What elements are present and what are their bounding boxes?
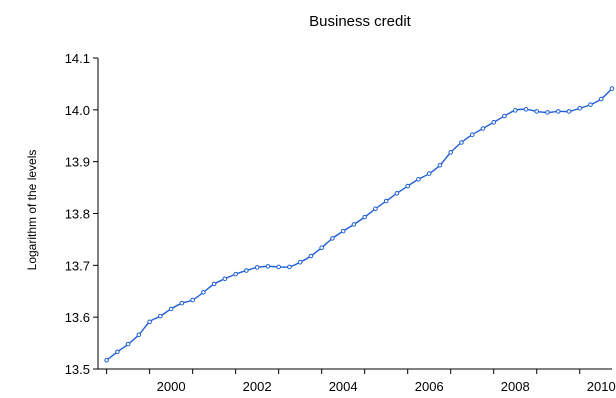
data-point: [383, 198, 389, 204]
axes: [97, 58, 612, 370]
data-point: [319, 245, 324, 251]
x-tick-label: 2002: [243, 379, 272, 394]
data-point: [351, 222, 357, 227]
data-point: [512, 108, 518, 113]
data-point: [523, 107, 529, 112]
y-tick-label: 13.8: [65, 207, 90, 222]
data-point: [308, 253, 314, 259]
data-point: [577, 105, 583, 111]
data-point: [566, 109, 572, 114]
data-point: [233, 271, 238, 277]
data-point: [276, 264, 281, 270]
data-point: [104, 357, 109, 363]
data-point: [147, 319, 152, 325]
data-point: [491, 119, 497, 125]
chart-title: Business credit: [309, 13, 412, 30]
data-point: [362, 214, 367, 220]
data-point: [545, 110, 550, 115]
data-point: [588, 102, 593, 107]
data-point: [211, 281, 217, 287]
data-point: [297, 259, 303, 265]
y-tick-label: 13.9: [65, 155, 90, 170]
data-point: [609, 86, 615, 91]
data-point: [244, 268, 249, 273]
x-tick-label: 2010: [587, 379, 616, 394]
data-point: [448, 150, 454, 155]
y-tick-label: 14.1: [65, 51, 90, 66]
data-point: [534, 109, 540, 114]
data-point: [201, 289, 206, 295]
data-point: [287, 264, 292, 270]
y-tick-label: 13.6: [65, 310, 90, 325]
data-point: [115, 349, 120, 355]
data-point: [158, 313, 163, 319]
x-tick-label: 2008: [501, 379, 530, 394]
series-line: [106, 88, 613, 361]
y-tick-label: 13.7: [65, 258, 90, 273]
data-point: [330, 236, 335, 241]
x-tick-label: 2006: [415, 379, 444, 394]
x-tick-label: 2000: [157, 379, 186, 394]
data-point: [502, 113, 507, 119]
y-axis-label: Logarithm of the levels: [25, 150, 39, 271]
data-point: [437, 162, 443, 168]
data-point: [373, 206, 378, 212]
y-tick-label: 13.5: [65, 362, 90, 377]
data-point: [394, 190, 400, 196]
data-point: [598, 96, 604, 102]
data-point: [190, 297, 195, 303]
series-group: [104, 86, 615, 363]
tick-group: 13.5 13.6 13.7 13.8 13.9 14.0 14.1 2000 2002 2004…: [65, 51, 616, 394]
data-point: [265, 264, 271, 269]
data-point: [179, 300, 185, 306]
data-point: [254, 265, 260, 270]
data-point: [222, 276, 228, 282]
data-point: [405, 183, 410, 189]
data-point: [459, 140, 464, 145]
data-point: [416, 176, 421, 182]
data-point: [469, 132, 475, 138]
data-point: [340, 228, 346, 234]
data-point: [480, 126, 486, 131]
data-point: [426, 171, 432, 176]
data-point: [555, 109, 561, 114]
y-tick-label: 14.0: [65, 103, 90, 118]
x-tick-label: 2004: [329, 379, 358, 394]
data-point: [136, 332, 142, 338]
data-point: [168, 306, 174, 312]
data-point: [125, 341, 131, 347]
